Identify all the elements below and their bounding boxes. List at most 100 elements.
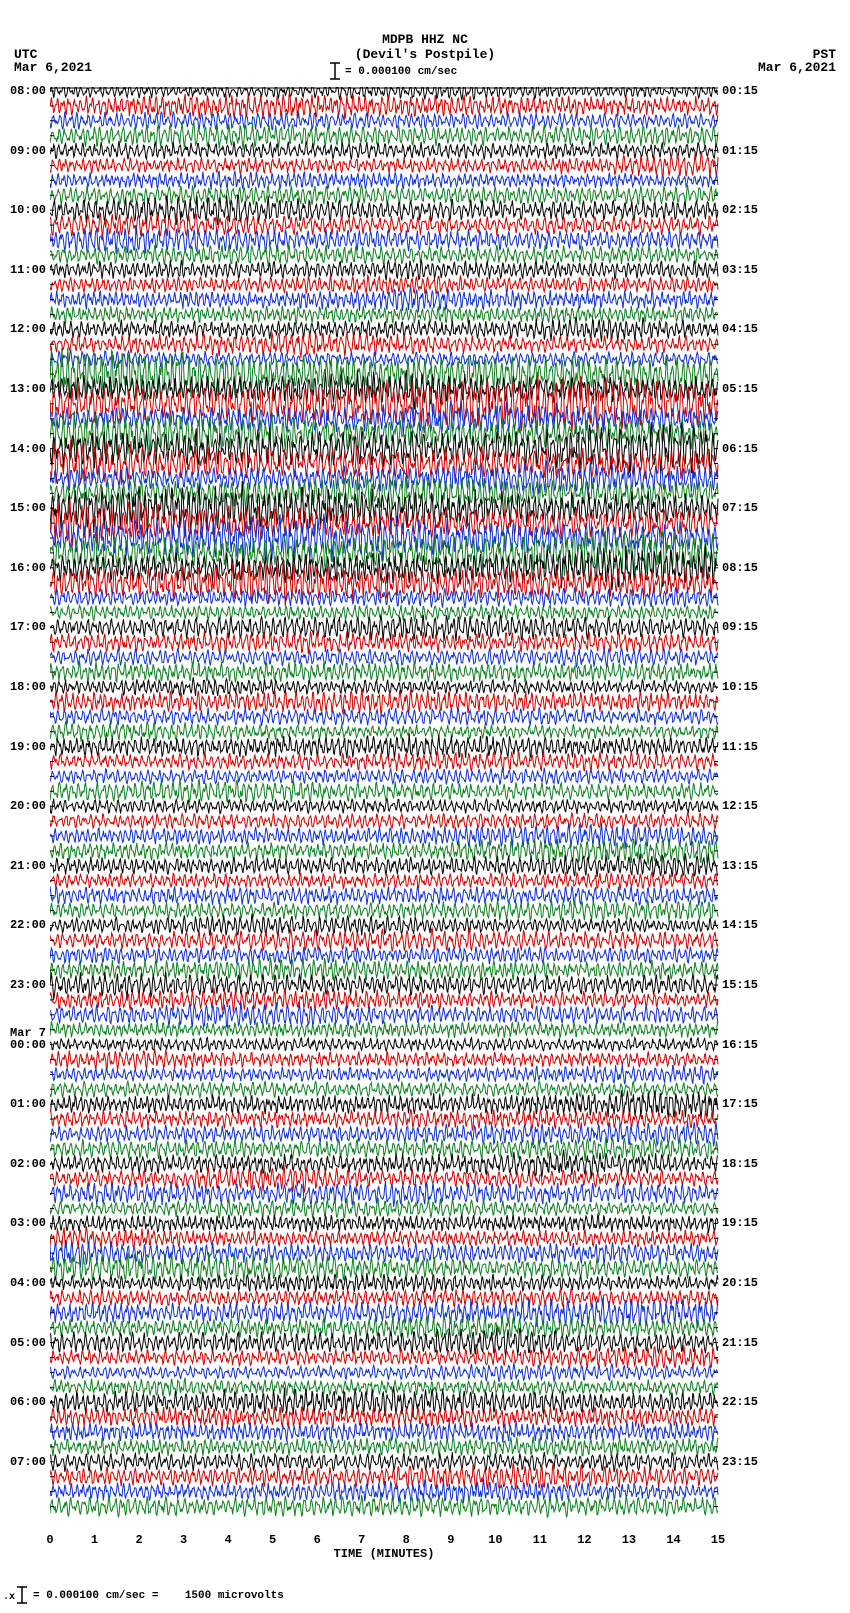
utc-hour-label: 21:00 [0,859,46,873]
pst-hour-label: 01:15 [722,144,842,158]
pst-hour-label: 08:15 [722,561,842,575]
pst-hour-label: 22:15 [722,1395,842,1409]
utc-hour-label: 20:00 [0,799,46,813]
trace-row [50,647,718,668]
utc-hour-label: 04:00 [0,1276,46,1290]
trace-row [50,1437,718,1458]
utc-hour-label: 02:00 [0,1157,46,1171]
utc-hour-label: 12:00 [0,322,46,336]
x-tick-label: 10 [483,1533,507,1547]
utc-hour-label: 07:00 [0,1455,46,1469]
pst-hour-label: 06:15 [722,442,842,456]
x-tick-label: 7 [350,1533,374,1547]
trace-row [50,1049,718,1070]
x-tick-label: 1 [83,1533,107,1547]
pst-hour-label: 03:15 [722,263,842,277]
trace-row [50,853,718,877]
x-tick-label: 2 [127,1533,151,1547]
trace-row [50,275,718,294]
trace-row [50,226,718,255]
x-tick-label: 0 [38,1533,62,1547]
pst-hour-label: 09:15 [722,620,842,634]
pst-hour-label: 20:15 [722,1276,842,1290]
trace-row [50,768,718,785]
left-date-label: Mar 6,2021 [14,60,92,75]
trace-row [50,1037,718,1052]
trace-row [50,707,718,726]
trace-row [50,604,718,621]
pst-hour-label: 19:15 [722,1216,842,1230]
trace-row [50,1081,718,1098]
trace-row [50,946,718,964]
trace-row [50,332,718,359]
trace-row [50,1345,718,1369]
pst-hour-label: 18:15 [722,1157,842,1171]
station-name: (Devil's Postpile) [0,47,850,62]
trace-row [50,886,718,906]
trace-row [50,351,718,369]
x-axis-title: TIME (MINUTES) [324,1547,444,1561]
x-tick-label: 6 [305,1533,329,1547]
utc-hour-label: 14:00 [0,442,46,456]
trace-row [50,1198,718,1218]
utc-hour-label: 10:00 [0,203,46,217]
trace-row [50,1109,718,1131]
x-tick-label: 5 [261,1533,285,1547]
footer-text: = 0.000100 cm/sec = 1500 microvolts [33,1590,284,1602]
trace-row [50,914,718,936]
helicorder-plot [50,87,720,1519]
x-tick-label: 3 [172,1533,196,1547]
pst-hour-label: 13:15 [722,859,842,873]
pst-hour-label: 04:15 [722,322,842,336]
x-tick-label: 13 [617,1533,641,1547]
pst-hour-label: 17:15 [722,1097,842,1111]
trace-row [50,798,718,814]
x-tick-label: 11 [528,1533,552,1547]
trace-row [50,141,718,160]
pst-hour-label: 16:15 [722,1038,842,1052]
trace-row [50,689,718,716]
utc-hour-label: 08:00 [0,84,46,98]
pst-hour-label: 12:15 [722,799,842,813]
utc-hour-label: 19:00 [0,740,46,754]
trace-row [50,900,718,923]
utc-hour-label: 13:00 [0,382,46,396]
trace-row [50,1065,718,1085]
x-tick-label: 8 [394,1533,418,1547]
trace-row [50,677,718,696]
footer-scale-bar-icon [15,1586,29,1604]
utc-hour-label: 15:00 [0,501,46,515]
x-tick-label: 14 [661,1533,685,1547]
trace-row [50,171,718,190]
trace-row [50,1273,718,1293]
trace-row [50,1181,718,1207]
x-tick-label: 15 [706,1533,730,1547]
scale-text: = 0.000100 cm/sec [345,66,457,78]
trace-row [50,1362,718,1382]
pst-hour-label: 10:15 [722,680,842,694]
utc-hour-label: 01:00 [0,1097,46,1111]
trace-row [50,306,718,324]
x-tick-label: 9 [439,1533,463,1547]
pst-hour-label: 00:15 [722,84,842,98]
trace-row [50,1021,718,1038]
pst-hour-label: 11:15 [722,740,842,754]
trace-row [50,751,718,773]
utc-hour-label: 05:00 [0,1336,46,1350]
station-code: MDPB HHZ NC [0,32,850,47]
utc-hour-label: 00:00 [0,1038,46,1052]
utc-hour-label: 03:00 [0,1216,46,1230]
trace-row [50,872,718,890]
right-date-label: Mar 6,2021 [758,60,836,75]
pst-hour-label: 15:15 [722,978,842,992]
pst-hour-label: 23:15 [722,1455,842,1469]
trace-row [50,287,718,313]
scale-bar-icon [328,62,342,80]
pst-hour-label: 07:15 [722,501,842,515]
footer-mark: .x [3,1592,15,1603]
pst-hour-label: 02:15 [722,203,842,217]
trace-row [50,928,718,952]
utc-hour-label: 09:00 [0,144,46,158]
utc-hour-label: 18:00 [0,680,46,694]
trace-row [50,813,718,830]
